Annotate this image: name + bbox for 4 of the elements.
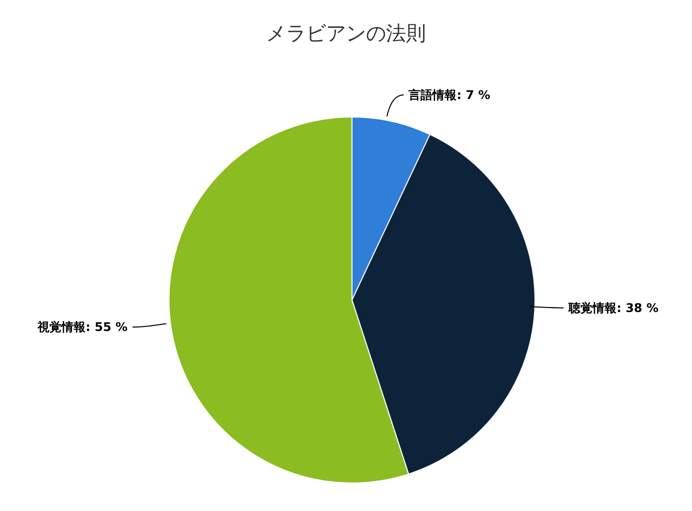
- chart-title: メラビアンの法則: [265, 20, 427, 47]
- slice-label: 視覚情報: 55 %: [36, 320, 128, 334]
- slice-label: 言語情報: 7 %: [408, 88, 490, 102]
- slice-label: 聴覚情報: 38 %: [568, 300, 658, 315]
